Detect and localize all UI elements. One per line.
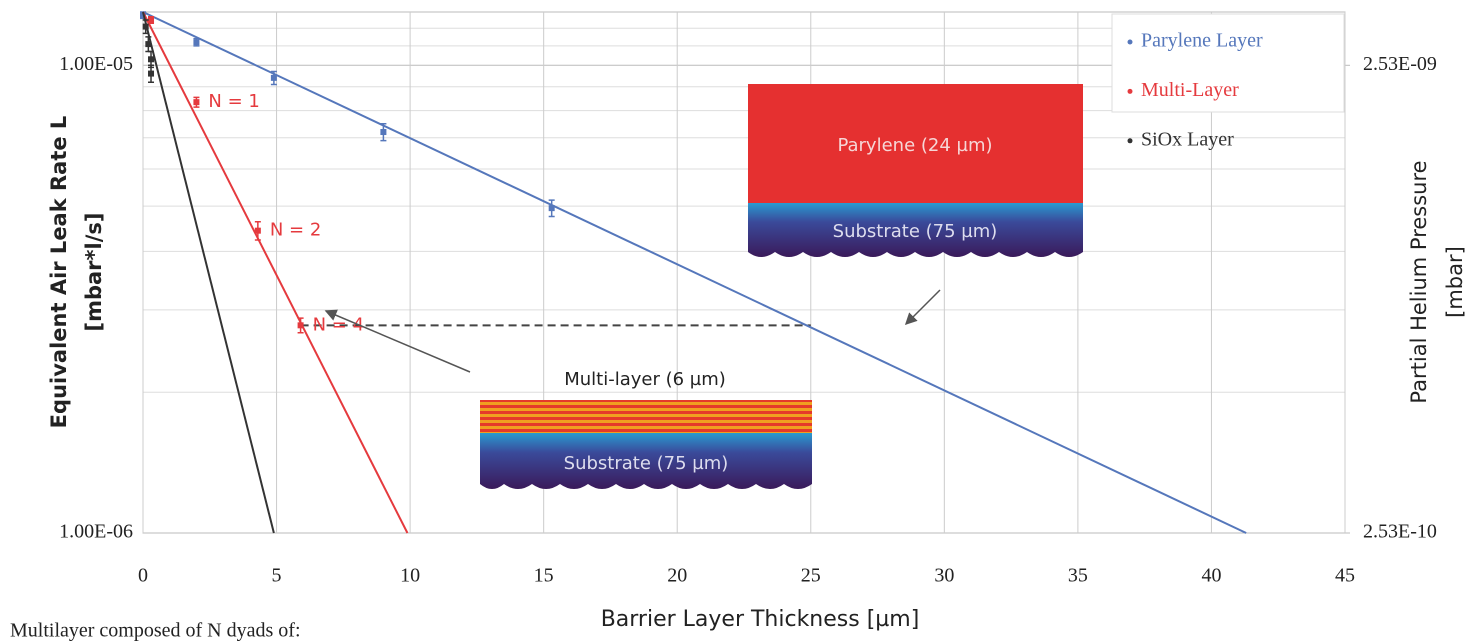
point-label: N = 4 [313,314,364,335]
data-point [271,75,277,81]
x-tick-label: 45 [1335,565,1355,587]
point-label: N = 1 [208,91,259,112]
arrow [326,311,470,372]
data-point [193,39,199,45]
x-axis-title: Barrier Layer Thickness [µm] [601,607,920,632]
trend-line [143,12,407,533]
legend-marker [1128,40,1133,45]
inset-multilayer: Multi-layer (6 µm) Substrate (75 µm) [480,369,812,489]
data-point [148,17,154,23]
legend-label: Parylene Layer [1141,30,1263,52]
x-tick-label: 10 [400,565,420,587]
x-tick-label: 40 [1201,565,1221,587]
inset-parylene: Parylene (24 µm) Substrate (75 µm) [748,84,1083,257]
x-tick-label: 5 [272,565,282,587]
y-tick-label: 1.00E-06 [59,521,133,543]
y2-tick-label: 2.53E-09 [1363,53,1437,75]
point-label: N = 2 [270,220,321,241]
legend-marker [1128,89,1133,94]
data-point [298,322,304,328]
x-tick-label: 20 [667,565,687,587]
x-tick-label: 15 [534,565,554,587]
data-point [148,56,154,62]
x-tick-label: 25 [801,565,821,587]
inset-label: Substrate (75 µm) [833,221,998,242]
x-tick-label: 30 [934,565,954,587]
data-point [148,71,154,77]
legend-label: SiOx Layer [1141,128,1234,150]
inset-label: Multi-layer (6 µm) [564,369,726,390]
y2-tick-label: 2.53E-10 [1363,521,1437,543]
x-tick-label: 35 [1068,565,1088,587]
data-point [549,205,555,211]
legend-marker [1128,138,1133,143]
caption: Multilayer composed of N dyads of: [10,620,301,642]
data-point [255,228,261,234]
inset-label: Substrate (75 µm) [564,453,729,474]
multilayer-stack [480,400,812,433]
y-axis-title: [mbar*l/s] [82,213,106,332]
y2-axis-title: Partial Helium Pressure [1407,160,1431,403]
x-tick-label: 0 [138,565,148,587]
trend-line [143,12,274,533]
data-point [380,129,386,135]
chart: 1.00E-06 1.00E-05 2.53E-10 2.53E-09 0 5 10 15 20… [0,0,1479,642]
y-tick-label: 1.00E-05 [59,53,133,75]
data-point [145,41,151,47]
legend: Parylene Layer Multi-Layer SiOx Layer [1112,14,1344,150]
inset-label: Parylene (24 µm) [837,135,992,156]
arrow [906,290,940,324]
data-point [143,24,149,30]
y2-axis-title: [mbar] [1443,246,1467,318]
legend-label: Multi-Layer [1141,79,1239,101]
y-axis-title: Equivalent Air Leak Rate L [47,116,71,429]
data-point [193,99,199,105]
